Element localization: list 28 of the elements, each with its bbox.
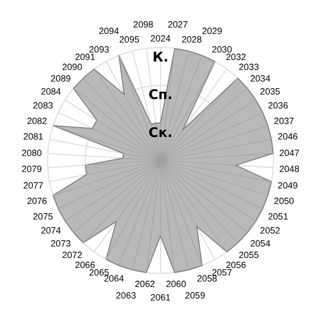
spoke-label: 2049 (278, 180, 298, 190)
spoke-label: 2058 (197, 274, 218, 284)
spoke-label: 2059 (184, 290, 206, 301)
spoke-label: 2082 (26, 116, 48, 126)
spoke-label: 2095 (119, 34, 140, 45)
spoke-label: 2050 (274, 196, 294, 206)
spoke-label: 2080 (22, 148, 42, 158)
spoke-label: 2028 (182, 34, 202, 45)
spoke-label: 2037 (274, 116, 294, 126)
spoke-label: 2076 (26, 196, 48, 206)
spoke-label: 2060 (166, 279, 186, 290)
spoke-label: 2024 (150, 33, 171, 44)
spoke-label: 2064 (104, 274, 124, 284)
spoke-label: 2027 (168, 19, 188, 30)
spoke-label: 2081 (23, 132, 44, 142)
spoke-label: 2098 (133, 19, 154, 30)
spoke-label: 2083 (32, 100, 54, 111)
spoke-label: 2029 (202, 26, 222, 36)
spoke-label: 2048 (279, 164, 300, 174)
spoke-label: 2077 (23, 180, 44, 190)
spoke-label: 2094 (98, 26, 120, 36)
spoke-label: 2063 (116, 290, 136, 301)
spoke-label: 2079 (22, 164, 42, 174)
spoke-label: 2075 (32, 211, 54, 222)
spoke-label: 2061 (150, 292, 171, 302)
spoke-label: 2062 (134, 279, 156, 290)
spoke-label: 2047 (279, 148, 300, 158)
spoke-label: 2046 (278, 132, 298, 142)
